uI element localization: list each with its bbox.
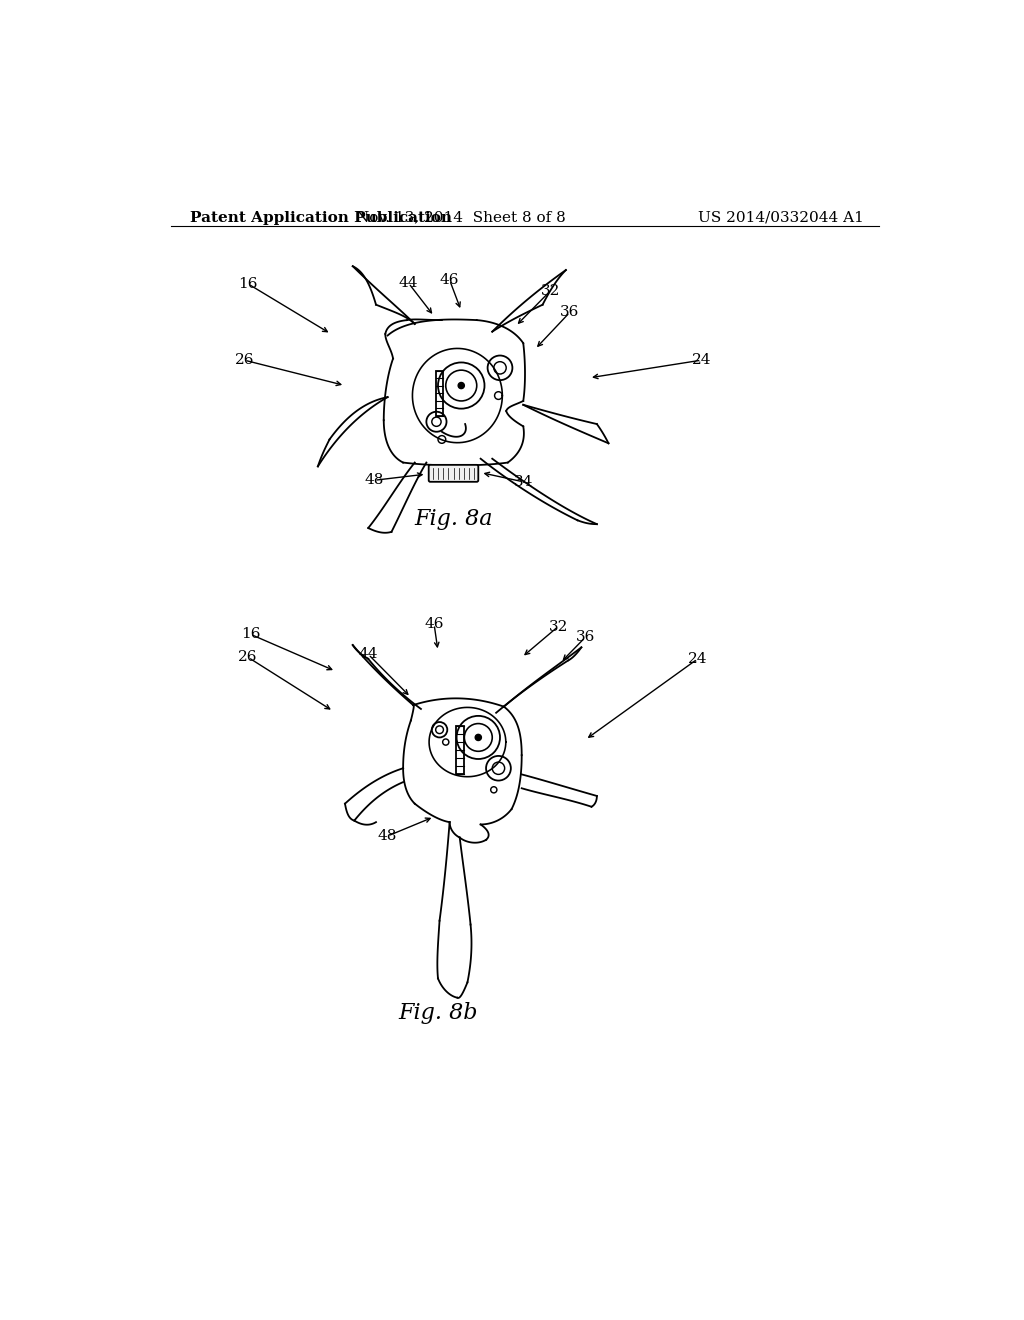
Text: Fig. 8b: Fig. 8b xyxy=(398,1002,478,1024)
Text: 24: 24 xyxy=(692,354,712,367)
Text: 16: 16 xyxy=(241,627,260,642)
Text: 26: 26 xyxy=(234,354,254,367)
Text: 44: 44 xyxy=(358,647,378,661)
Text: Patent Application Publication: Patent Application Publication xyxy=(190,211,452,224)
Bar xyxy=(456,726,464,774)
Text: 36: 36 xyxy=(575,631,595,644)
Text: US 2014/0332044 A1: US 2014/0332044 A1 xyxy=(698,211,864,224)
Circle shape xyxy=(458,383,464,388)
Text: Fig. 8a: Fig. 8a xyxy=(415,508,493,529)
Text: Nov. 13, 2014  Sheet 8 of 8: Nov. 13, 2014 Sheet 8 of 8 xyxy=(356,211,566,224)
Text: 34: 34 xyxy=(514,475,532,488)
Text: 46: 46 xyxy=(424,618,443,631)
Circle shape xyxy=(475,734,481,741)
Text: 16: 16 xyxy=(239,277,258,290)
Text: 48: 48 xyxy=(365,474,384,487)
Bar xyxy=(435,371,443,416)
Text: 24: 24 xyxy=(688,652,708,665)
Text: 44: 44 xyxy=(398,276,418,290)
Text: 36: 36 xyxy=(560,305,580,319)
Text: 46: 46 xyxy=(440,273,460,286)
Text: 32: 32 xyxy=(549,619,568,634)
Text: 48: 48 xyxy=(378,829,397,843)
FancyBboxPatch shape xyxy=(429,465,478,482)
Text: 32: 32 xyxy=(541,284,560,298)
Text: 26: 26 xyxy=(239,651,258,664)
